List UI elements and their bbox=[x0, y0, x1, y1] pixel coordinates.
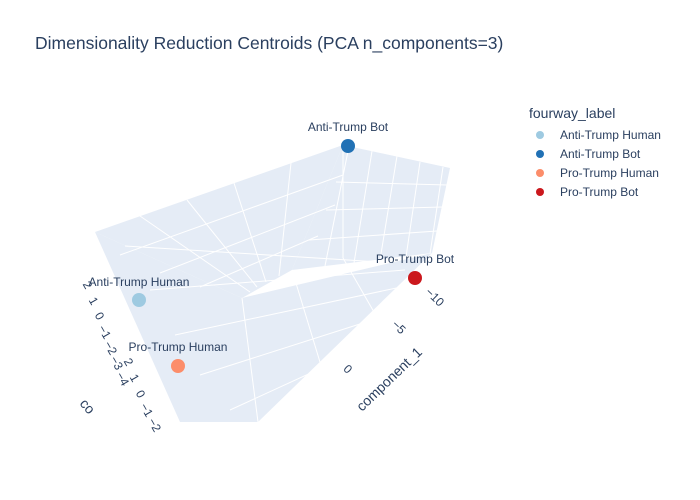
point-label: Anti-Trump Human bbox=[89, 275, 190, 289]
grid-lines bbox=[119, 145, 449, 423]
point-label: Anti-Trump Bot bbox=[308, 120, 389, 134]
legend-title: fourway_label bbox=[529, 105, 616, 121]
tick-label: −5 bbox=[389, 317, 409, 337]
legend-label: Anti-Trump Human bbox=[560, 127, 661, 142]
legend-marker bbox=[536, 130, 544, 139]
tick-label: 0 bbox=[341, 362, 356, 377]
data-point[interactable] bbox=[132, 293, 146, 307]
legend-label: Pro-Trump Bot bbox=[560, 184, 639, 199]
tick-label: −1 bbox=[137, 401, 156, 420]
chart-title: Dimensionality Reduction Centroids (PCA … bbox=[35, 33, 504, 53]
data-point[interactable] bbox=[341, 139, 355, 153]
tick-label: 1 bbox=[86, 295, 102, 308]
tick-label: −10 bbox=[423, 285, 448, 309]
tick-label: −2 bbox=[145, 416, 164, 435]
x-axis-title: component_1 bbox=[353, 344, 425, 415]
tick-label: 0 bbox=[133, 388, 149, 401]
legend-marker bbox=[536, 168, 544, 177]
tick-label: −2 bbox=[101, 339, 120, 358]
legend-label: Anti-Trump Bot bbox=[560, 146, 641, 161]
tick-label: 0 bbox=[92, 310, 108, 323]
floor-plane bbox=[95, 232, 432, 422]
legend-item[interactable]: Anti-Trump Human bbox=[529, 125, 661, 144]
legend-marker bbox=[536, 149, 544, 158]
legend: fourway_label Anti-Trump Human Anti-Trump… bbox=[529, 105, 661, 201]
data-points: Anti-Trump Human Anti-Trump Bot Pro-Trump … bbox=[89, 120, 455, 373]
tick-label: −3 bbox=[107, 354, 126, 373]
tick-label: −4 bbox=[113, 370, 132, 389]
legend-item[interactable]: Pro-Trump Human bbox=[529, 163, 661, 182]
legend-marker bbox=[536, 187, 544, 196]
y-axis-title: co bbox=[77, 395, 99, 417]
data-point[interactable] bbox=[408, 271, 422, 285]
point-label: Pro-Trump Bot bbox=[376, 252, 455, 266]
legend-item[interactable]: Anti-Trump Bot bbox=[529, 144, 661, 163]
tick-label: −1 bbox=[95, 323, 114, 342]
legend-item[interactable]: Pro-Trump Bot bbox=[529, 182, 661, 201]
data-point[interactable] bbox=[171, 359, 185, 373]
point-label: Pro-Trump Human bbox=[129, 340, 228, 354]
legend-label: Pro-Trump Human bbox=[560, 165, 659, 180]
